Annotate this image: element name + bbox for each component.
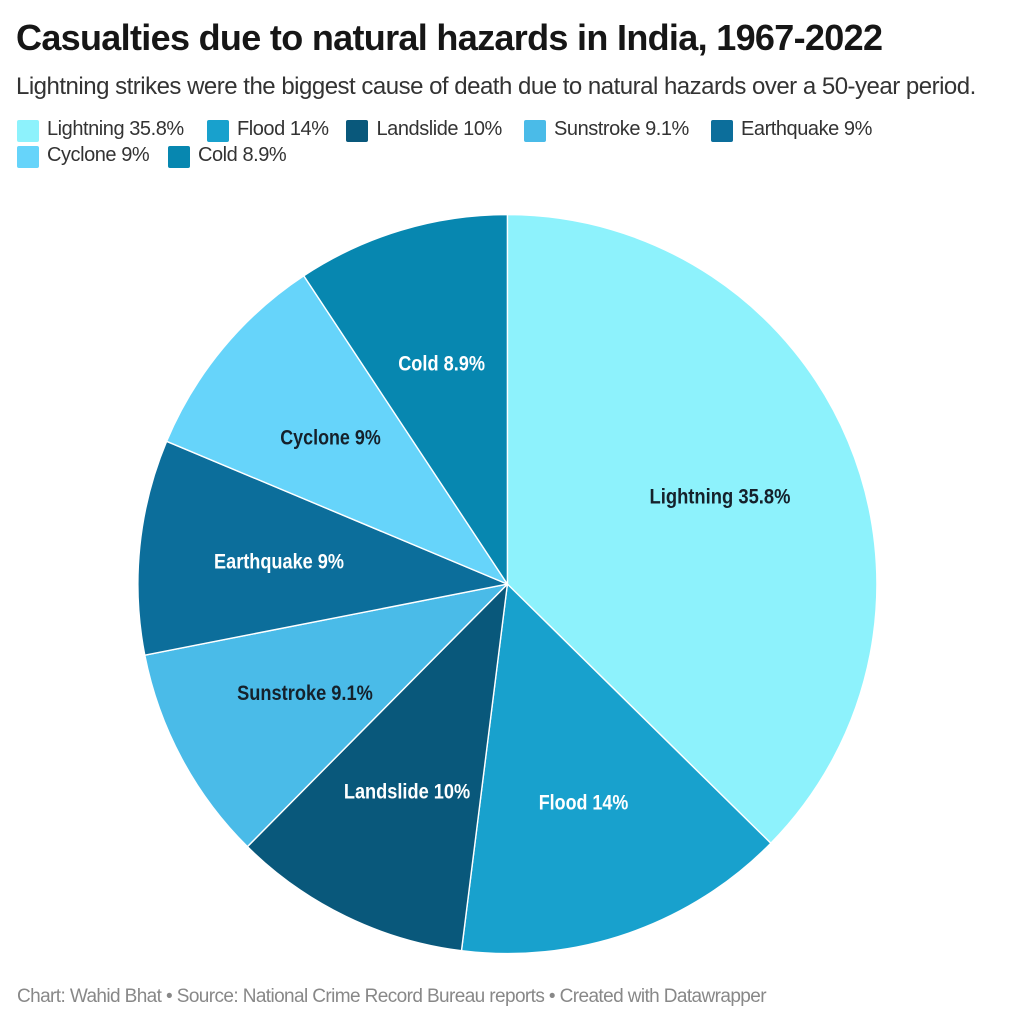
svg-text:Lightning 35.8%: Lightning 35.8% bbox=[650, 485, 791, 508]
svg-text:Sunstroke 9.1%: Sunstroke 9.1% bbox=[237, 682, 373, 705]
svg-text:Earthquake 9%: Earthquake 9% bbox=[214, 551, 344, 574]
svg-text:Landslide 10%: Landslide 10% bbox=[344, 781, 471, 804]
svg-text:Flood 14%: Flood 14% bbox=[539, 791, 629, 814]
svg-text:Cold 8.9%: Cold 8.9% bbox=[398, 353, 485, 376]
svg-text:Cyclone 9%: Cyclone 9% bbox=[280, 427, 381, 450]
